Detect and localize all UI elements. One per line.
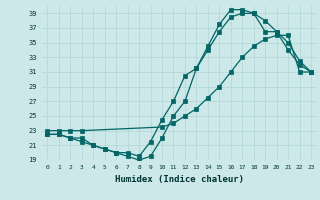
X-axis label: Humidex (Indice chaleur): Humidex (Indice chaleur) <box>115 175 244 184</box>
